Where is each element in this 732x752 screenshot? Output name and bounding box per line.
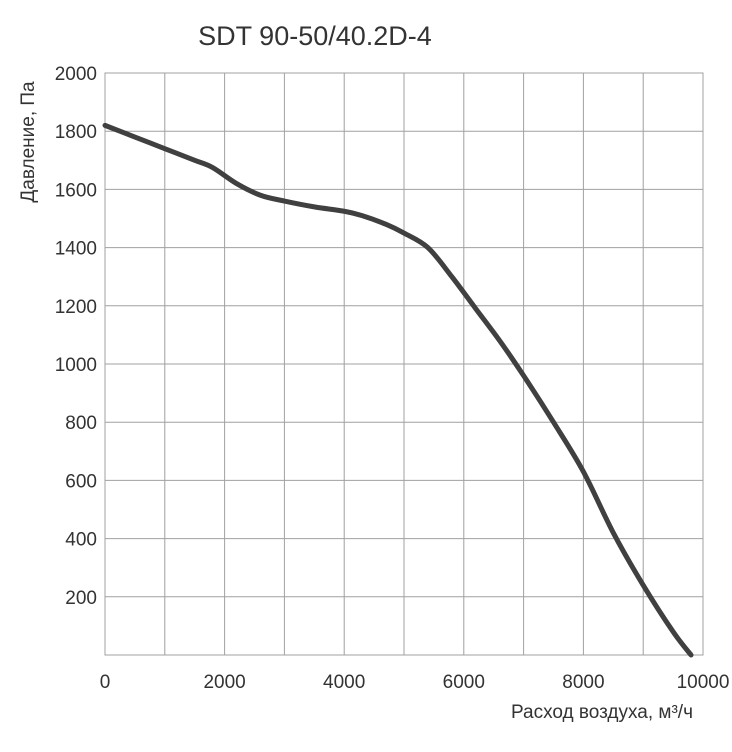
x-tick-label: 10000	[677, 672, 730, 693]
y-tick-label: 1000	[55, 355, 97, 376]
x-tick-label: 0	[100, 672, 111, 693]
y-tick-label: 800	[65, 413, 97, 434]
x-axis-label: Расход воздуха, м³/ч	[511, 702, 693, 723]
x-tick-label: 6000	[443, 672, 485, 693]
y-axis-label: Давление, Па	[18, 81, 39, 203]
y-tick-label: 600	[65, 471, 97, 492]
y-tick-label: 1200	[55, 297, 97, 318]
y-tick-label: 1800	[55, 122, 97, 143]
x-tick-label: 4000	[323, 672, 365, 693]
grid	[105, 73, 703, 655]
series-line-pressure-curve	[102, 122, 694, 658]
y-tick-label: 2000	[55, 64, 97, 85]
y-tick-label: 200	[65, 588, 97, 609]
x-tick-label: 8000	[562, 672, 604, 693]
y-axis-ticks: 200 400 600 800 1000 1200 1400 1600 1800 2000	[55, 64, 97, 609]
plot-frame	[104, 72, 704, 656]
y-tick-label: 1600	[55, 180, 97, 201]
x-tick-label: 2000	[203, 672, 245, 693]
x-axis-ticks: 0 2000 4000 6000 8000 10000	[100, 672, 730, 693]
y-tick-label: 1400	[55, 239, 97, 260]
y-tick-label: 400	[65, 530, 97, 551]
chart-title: SDT 90-50/40.2D-4	[198, 21, 432, 51]
